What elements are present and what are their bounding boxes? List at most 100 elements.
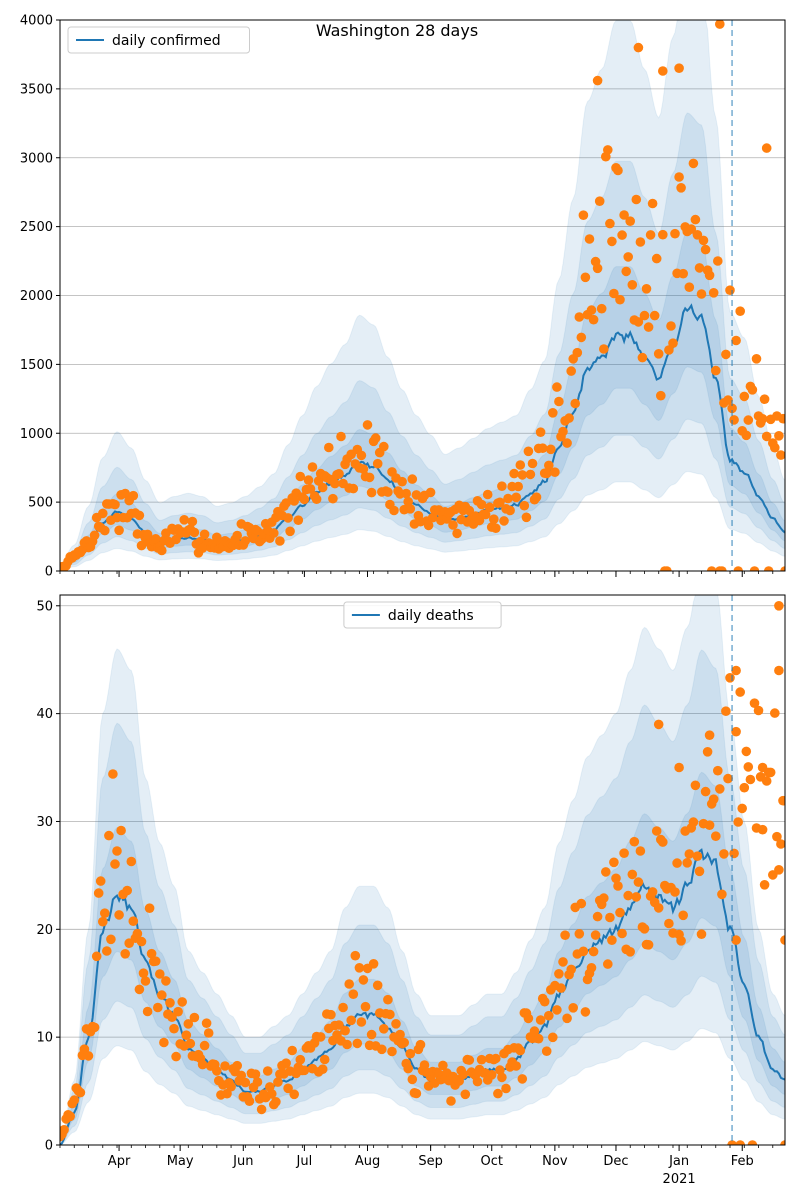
- data-point-207: [476, 1054, 487, 1065]
- data-point-220: [503, 493, 513, 504]
- data-point-291: [647, 198, 658, 209]
- data-point-305: [676, 183, 686, 193]
- data-point-22: [100, 908, 110, 918]
- data-point-244: [552, 1005, 562, 1015]
- data-point-229: [521, 512, 532, 523]
- data-point-212: [486, 1070, 497, 1080]
- plot-frame: [59, 594, 786, 1146]
- data-point-261: [586, 963, 597, 973]
- data-point-288: [641, 284, 652, 294]
- data-point-63: [183, 1019, 194, 1029]
- data-point-165: [391, 1019, 401, 1029]
- data-point-287: [639, 310, 650, 321]
- data-point-175: [411, 1088, 422, 1099]
- data-point-151: [362, 420, 373, 430]
- data-point-271: [607, 935, 617, 945]
- data-point-30: [116, 825, 126, 836]
- data-point-142: [344, 979, 355, 989]
- data-point-311: [688, 817, 699, 827]
- data-point-303: [672, 858, 682, 868]
- data-point-137: [334, 469, 344, 479]
- data-point-54: [165, 998, 175, 1008]
- data-point-129: [317, 482, 328, 493]
- data-point-77: [212, 1066, 222, 1076]
- data-point-159: [379, 441, 389, 452]
- legend-box: [67, 26, 250, 54]
- data-point-359: [731, 665, 741, 676]
- data-point-242: [548, 1032, 558, 1043]
- legend-label: daily confirmed: [112, 33, 221, 49]
- data-point-343: [753, 705, 764, 716]
- data-point-170: [401, 488, 412, 499]
- data-point-24: [104, 830, 114, 841]
- data-point-337: [741, 430, 752, 441]
- data-point-317: [700, 244, 711, 255]
- data-point-153: [366, 487, 377, 498]
- data-point-58: [173, 1006, 183, 1017]
- data-point-313: [692, 851, 703, 861]
- y-tick-label-4: 2000: [20, 289, 53, 304]
- data-point-258: [580, 1007, 591, 1017]
- data-point-289: [643, 940, 654, 950]
- data-point-356: [780, 566, 785, 571]
- data-point-112: [283, 513, 293, 523]
- data-point-38: [132, 928, 143, 939]
- x-tick-label-8: Dec: [603, 1154, 628, 1169]
- data-point-87: [232, 1060, 242, 1071]
- data-point-322: [711, 831, 721, 841]
- data-point-282: [629, 836, 640, 847]
- data-point-244: [552, 382, 562, 392]
- data-point-25: [106, 934, 116, 945]
- data-point-352: [772, 831, 782, 842]
- data-point-17: [89, 530, 100, 541]
- data-point-262: [588, 314, 599, 325]
- data-point-261: [586, 305, 597, 315]
- data-point-36: [128, 916, 139, 926]
- data-point-277: [619, 848, 629, 858]
- data-point-91: [240, 1077, 251, 1088]
- observed-points: [60, 20, 785, 571]
- data-point-296: [658, 837, 668, 847]
- data-point-354: [776, 839, 785, 849]
- data-point-265: [594, 196, 605, 206]
- y-tick-label-7: 3500: [20, 82, 53, 97]
- data-point-155: [370, 433, 381, 443]
- data-point-341: [749, 566, 760, 571]
- data-point-280: [625, 947, 635, 957]
- data-point-321: [708, 288, 719, 298]
- data-point-23: [102, 946, 112, 956]
- data-point-162: [385, 1009, 395, 1020]
- data-point-2: [60, 1125, 69, 1135]
- data-point-207: [476, 499, 487, 510]
- data-point-66: [189, 527, 200, 538]
- data-point-245: [554, 396, 564, 407]
- data-point-329: [725, 285, 735, 296]
- data-point-41: [138, 968, 149, 978]
- data-point-154: [368, 959, 379, 969]
- data-point-146: [352, 1038, 363, 1049]
- data-point-138: [336, 431, 346, 442]
- data-point-91: [240, 536, 251, 546]
- y-tick-label-6: 3000: [20, 151, 53, 166]
- data-point-332: [731, 726, 741, 737]
- data-point-308: [682, 858, 692, 868]
- data-point-132: [324, 442, 334, 453]
- data-point-325: [717, 889, 727, 900]
- data-point-360: [735, 687, 745, 697]
- data-point-82: [222, 1088, 232, 1099]
- data-point-299: [664, 918, 674, 929]
- data-point-177: [415, 1039, 426, 1050]
- data-point-279: [623, 890, 633, 901]
- data-point-43: [142, 1006, 153, 1017]
- data-point-274: [613, 165, 623, 176]
- data-point-71: [199, 1040, 210, 1051]
- data-point-271: [607, 236, 617, 247]
- data-point-285: [635, 237, 646, 247]
- data-point-181: [423, 520, 434, 531]
- data-point-346: [759, 880, 770, 890]
- data-point-305: [676, 936, 686, 946]
- y-tick-label-5: 2500: [20, 220, 53, 235]
- data-point-252: [568, 1003, 578, 1013]
- data-point-161: [383, 994, 393, 1005]
- data-point-195: [452, 528, 462, 539]
